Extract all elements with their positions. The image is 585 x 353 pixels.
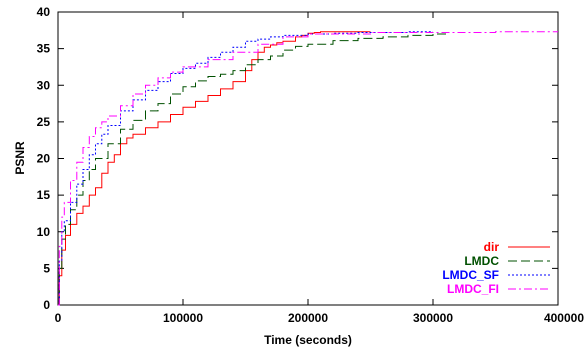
tick-marks [57,11,559,306]
legend-label-lmdc: LMDC [464,254,499,268]
y-tick-label-4: 20 [37,152,51,166]
x-tick-label-4: 400000 [544,311,584,325]
y-tick-label-1: 5 [43,261,50,275]
y-tick-label-7: 35 [37,42,51,56]
legend-label-lmdc-fi: LMDC_FI [447,282,499,296]
x-tick-label-0: 0 [55,311,62,325]
x-tick-labels: 0 100000 200000 300000 400000 [55,311,585,325]
y-tick-label-3: 15 [37,188,51,202]
series-line-lmdc-sf [58,31,433,306]
y-tick-labels: 0 5 10 15 20 25 30 35 40 [37,5,51,312]
y-tick-label-8: 40 [37,5,51,19]
x-tick-label-1: 100000 [163,311,203,325]
x-axis-label: Time (seconds) [264,333,352,347]
x-tick-label-2: 200000 [288,311,328,325]
y-tick-label-6: 30 [37,78,51,92]
series-line-lmdc [58,33,446,306]
series-layer [58,31,558,306]
x-tick-label-3: 300000 [413,311,453,325]
legend-label-dir: dir [484,240,500,254]
y-tick-label-0: 0 [43,298,50,312]
y-axis-label: PSNR [13,141,27,175]
y-tick-label-2: 10 [37,225,51,239]
series-line-dir [58,31,371,306]
y-tick-label-5: 25 [37,115,51,129]
legend-label-lmdc-sf: LMDC_SF [442,268,499,282]
